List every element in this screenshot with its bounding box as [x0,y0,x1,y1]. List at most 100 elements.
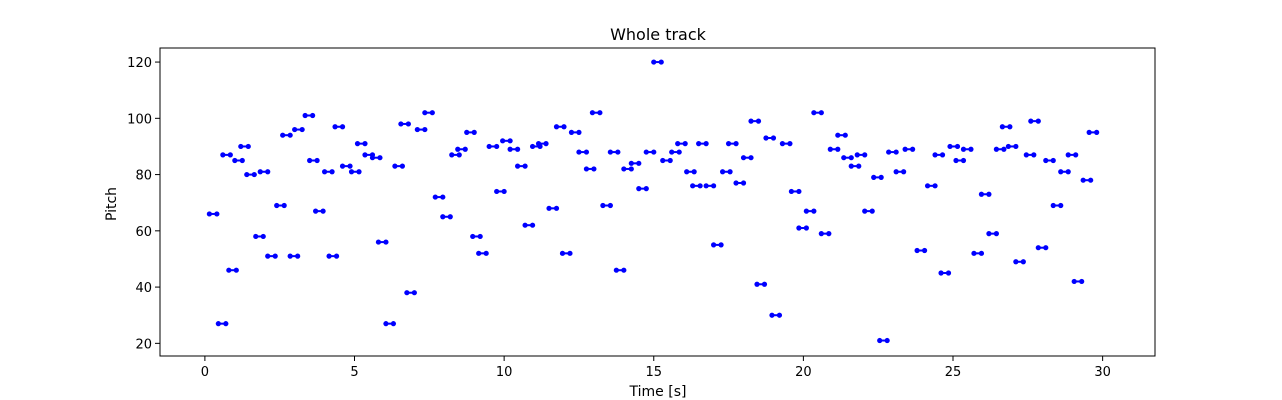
note-end-point [447,214,453,220]
note-end-point [214,211,220,217]
note-end-point [697,183,703,189]
note-start-point [600,202,606,209]
note-start-point [690,183,696,189]
note-start-point [348,169,355,175]
note-mark [257,169,271,175]
note-start-point [711,242,717,248]
note-end-point [711,183,717,189]
note-start-point [1050,202,1056,209]
note-end-point [1013,143,1019,150]
note-end-point [515,146,521,152]
note-start-point [932,152,938,158]
note-start-point [307,157,313,164]
note-start-point [953,157,959,164]
note-start-point [621,166,627,172]
x-tick-label: 25 [945,365,962,380]
note-end-point [1035,118,1041,124]
note-start-point [1080,177,1086,183]
note-end-point [727,169,733,175]
note-end-point [239,157,245,164]
note-mark [392,163,405,169]
note-end-point [718,242,724,248]
note-mark [226,267,239,273]
note-end-point [884,337,890,344]
x-tick-label: 30 [1094,365,1111,380]
note-end-point [440,194,446,200]
note-mark [978,191,992,197]
note-start-point [740,155,747,161]
note-start-point [1023,152,1029,158]
note-mark [703,183,717,189]
note-start-point [470,233,476,240]
note-start-point [1071,278,1077,285]
note-end-point [770,135,777,141]
note-end-point [411,290,417,296]
note-mark [383,321,397,327]
note-start-point [398,121,404,127]
note-start-point [206,211,212,217]
note-mark [583,166,597,172]
note-end-point [272,253,278,259]
note-start-point [455,146,461,152]
note-end-point [1079,278,1085,285]
note-start-point [877,337,883,344]
note-mark [947,143,961,150]
note-mark [993,146,1007,152]
y-tick-label: 60 [135,225,152,240]
note-end-point [703,141,709,147]
note-end-point [1073,152,1079,158]
note-end-point [583,149,590,155]
note-end-point [576,129,582,135]
note-end-point [658,59,664,65]
note-end-point [893,149,899,155]
y-axis-label: Pitch [104,187,120,221]
note-end-point [968,146,974,152]
note-mark [999,124,1013,130]
note-mark [841,155,854,161]
note-end-point [522,163,528,169]
note-mark [553,124,567,130]
note-mark [725,141,739,147]
note-mark [871,174,884,180]
note-start-point [440,214,446,220]
note-mark [238,143,251,150]
note-start-point [404,290,410,296]
note-mark [398,121,411,127]
note-mark [455,146,468,152]
note-start-point [280,132,286,138]
note-end-point [529,222,536,228]
note-mark [404,290,417,296]
note-start-point [432,194,438,200]
note-start-point [651,59,657,65]
note-start-point [559,250,566,256]
note-start-point [660,157,666,164]
note-mark [763,135,777,141]
note-end-point [826,231,832,237]
note-end-point [1001,146,1007,152]
note-mark [803,208,817,214]
note-mark [220,152,233,158]
note-mark [862,208,875,214]
note-mark [960,146,974,152]
note-mark [464,129,477,135]
note-mark [522,222,536,228]
note-start-point [215,321,221,327]
note-end-point [636,160,642,166]
note-end-point [682,141,688,147]
note-start-point [522,222,528,228]
note-start-point [669,149,675,155]
note-mark [684,169,697,175]
note-mark [613,267,627,273]
note-end-point [842,132,848,138]
note-mark [854,152,868,158]
note-mark [893,169,907,175]
note-mark [559,250,573,256]
note-end-point [1007,124,1013,130]
note-start-point [257,169,263,175]
note-end-point [787,141,793,147]
note-end-point [818,110,824,116]
note-start-point [476,250,482,256]
note-mark [232,157,245,164]
note-start-point [835,132,841,138]
